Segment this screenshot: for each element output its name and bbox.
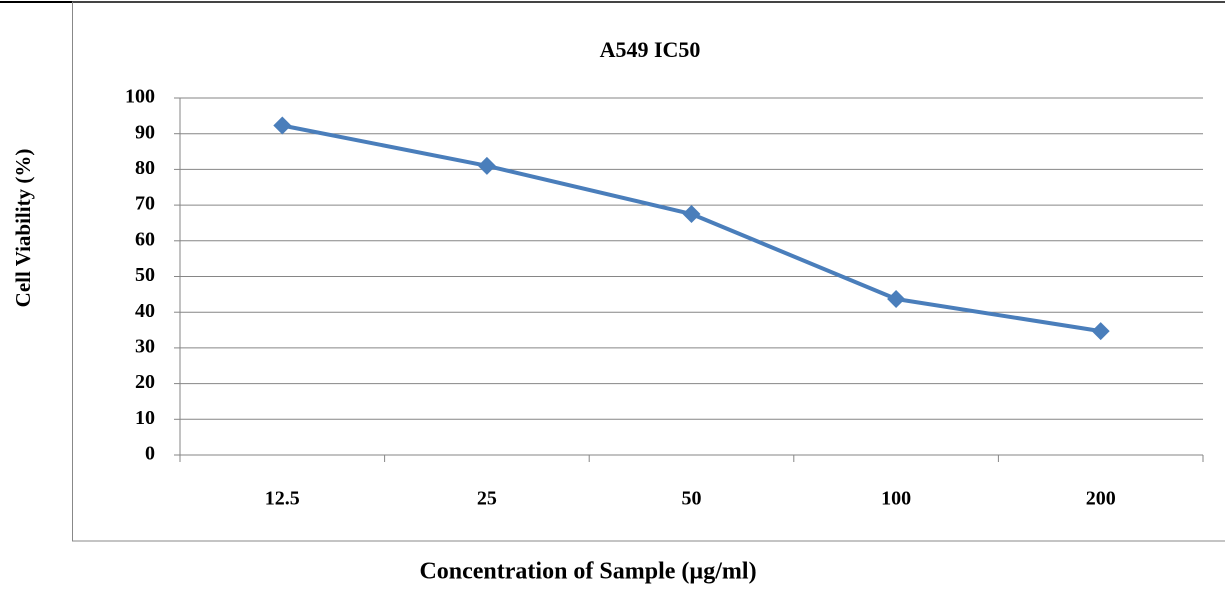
x-tick-label: 50	[682, 488, 702, 510]
marker	[682, 205, 701, 224]
y-tick-label: 40	[135, 300, 155, 322]
y-tick-label: 50	[135, 264, 155, 286]
y-tick-label: 80	[135, 157, 155, 179]
y-tick-label: 100	[125, 86, 155, 108]
marker	[273, 116, 292, 135]
x-tick-label: 25	[477, 488, 497, 510]
chart-border	[72, 1, 1225, 542]
y-tick-label: 30	[135, 335, 155, 357]
y-tick-label: 10	[135, 407, 155, 429]
y-tick-label: 0	[145, 443, 155, 465]
x-tick-label: 12.5	[265, 488, 300, 510]
y-tick-label: 60	[135, 228, 155, 250]
chart-title: A549 IC50	[600, 37, 701, 62]
y-tick-label: 70	[135, 193, 155, 215]
x-axis-label: Concentration of Sample (µg/ml)	[419, 559, 756, 585]
x-tick-label: 100	[881, 488, 911, 510]
y-tick-label: 20	[135, 371, 155, 393]
x-tick-label: 200	[1086, 488, 1116, 510]
marker	[1091, 322, 1110, 341]
marker	[887, 289, 906, 308]
series-line	[281, 123, 1102, 334]
y-axis-label: Cell Viability (%)	[11, 149, 35, 308]
marker	[477, 156, 496, 175]
y-tick-label: 90	[135, 121, 155, 143]
